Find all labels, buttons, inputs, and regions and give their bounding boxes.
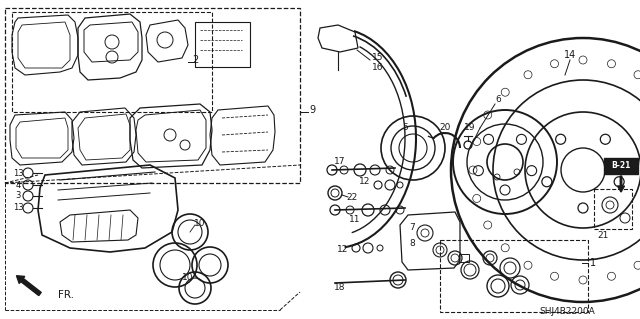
Text: 9: 9 [309,105,315,115]
Text: 11: 11 [349,216,361,225]
Text: 4: 4 [15,181,20,189]
Text: 13: 13 [13,168,23,177]
Text: 15: 15 [372,53,383,62]
Text: 19: 19 [464,123,476,132]
Text: 17: 17 [334,158,346,167]
Text: 18: 18 [334,284,346,293]
Text: 21: 21 [597,231,609,240]
Text: 10: 10 [182,272,194,281]
Text: 6: 6 [495,95,501,105]
Text: 20: 20 [439,123,451,132]
Text: 22: 22 [346,192,358,202]
Bar [604,158,638,174]
Text: 14: 14 [564,50,576,60]
Text: SHJ4B2200A: SHJ4B2200A [539,308,595,316]
Text: 13: 13 [13,204,23,212]
Bar [440,240,588,312]
Text: 10: 10 [195,219,205,227]
Bar [594,189,632,229]
Bar [195,22,250,67]
Bar [12,12,212,112]
FancyArrow shape [618,176,625,192]
Text: 12: 12 [337,246,348,255]
Text: 8: 8 [409,239,415,248]
Text: 12: 12 [358,177,370,187]
FancyArrow shape [17,276,41,296]
Text: 3: 3 [15,191,20,201]
Text: 2: 2 [192,55,198,65]
Text: 7: 7 [409,224,415,233]
Text: B-21: B-21 [611,161,630,170]
Bar [5,8,300,183]
Bar [459,254,469,262]
Text: 1: 1 [590,258,596,268]
Text: FR.: FR. [58,290,74,300]
Text: 16: 16 [372,63,383,72]
Text: 5: 5 [402,123,408,132]
